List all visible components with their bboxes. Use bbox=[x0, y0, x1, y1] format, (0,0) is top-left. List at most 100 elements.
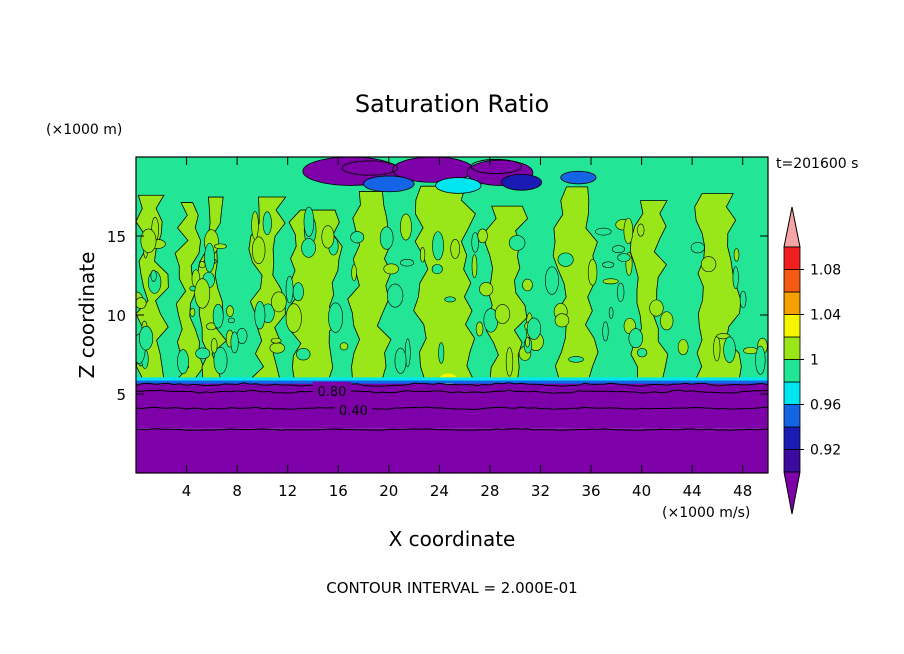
colorbar: 0.92 0.96 1 1.04 1.08 bbox=[783, 206, 841, 515]
colorbar-swatch bbox=[783, 426, 801, 450]
y-tick-label: 5 bbox=[116, 386, 126, 404]
moist-cell bbox=[351, 264, 357, 282]
x-tick-label: 4 bbox=[182, 482, 192, 500]
moist-column bbox=[694, 193, 742, 381]
moist-cell bbox=[525, 336, 530, 348]
moist-cell bbox=[230, 331, 239, 354]
moist-cell bbox=[226, 305, 234, 317]
band-deep-dry bbox=[136, 428, 768, 473]
x-tick-label: 24 bbox=[430, 482, 449, 500]
colorbar-swatch bbox=[783, 291, 801, 315]
moist-cell bbox=[660, 311, 674, 331]
moist-cell bbox=[212, 303, 224, 329]
colorbar-swatch bbox=[783, 246, 801, 270]
upper-dry-cell bbox=[363, 175, 415, 193]
moist-cell bbox=[505, 347, 514, 377]
moist-cell bbox=[296, 347, 311, 361]
moist-cell bbox=[444, 296, 456, 303]
moist-cell bbox=[204, 242, 215, 273]
moist-cell bbox=[602, 278, 619, 285]
colorbar-label: 1.08 bbox=[810, 263, 841, 279]
colorbar-over-triangle bbox=[783, 206, 801, 248]
moist-cell bbox=[270, 337, 282, 344]
colorbar-label: 1.04 bbox=[810, 308, 841, 324]
x-unit-label: (×1000 m/s) bbox=[662, 505, 750, 521]
moist-cell bbox=[292, 282, 304, 302]
moist-cell bbox=[587, 259, 598, 286]
moist-cell bbox=[419, 247, 426, 263]
moist-cell bbox=[450, 239, 461, 259]
moist-cell bbox=[649, 299, 664, 317]
contour-0.40-line bbox=[136, 406, 768, 411]
moist-cell bbox=[210, 337, 218, 354]
colorbar-swatch bbox=[783, 381, 801, 405]
moist-cell bbox=[477, 228, 488, 244]
moist-cell bbox=[544, 266, 559, 295]
moist-cell bbox=[616, 282, 625, 302]
moist-cell bbox=[136, 297, 147, 309]
contour-labels: 0.80 0.40 bbox=[312, 381, 373, 419]
moist-cell bbox=[554, 313, 570, 328]
moist-cell bbox=[339, 342, 349, 351]
moist-cell bbox=[568, 356, 584, 363]
moist-cell bbox=[269, 342, 285, 354]
colorbar-label: 0.96 bbox=[810, 398, 841, 414]
contour-line bbox=[341, 160, 399, 176]
contour-label-bg bbox=[312, 381, 351, 397]
moist-cell bbox=[400, 213, 412, 241]
x-tick-label: 20 bbox=[379, 482, 398, 500]
moist-cell bbox=[475, 321, 484, 337]
moist-column bbox=[413, 185, 476, 381]
x-tick-label: 36 bbox=[581, 482, 600, 500]
transition-strip-blue bbox=[136, 380, 768, 384]
moist-cell bbox=[636, 348, 648, 358]
x-tick-label: 12 bbox=[278, 482, 297, 500]
contour-label-bg bbox=[334, 400, 373, 416]
x-tick-label: 8 bbox=[232, 482, 242, 500]
moist-cell bbox=[383, 263, 399, 275]
moist-cell bbox=[213, 346, 228, 375]
moist-cell bbox=[471, 254, 478, 279]
moist-cell bbox=[471, 232, 479, 253]
chart-title: Saturation Ratio bbox=[355, 90, 549, 118]
contour-layer bbox=[136, 158, 768, 431]
moist-cell bbox=[189, 307, 196, 317]
moist-cell bbox=[713, 335, 721, 362]
contour-line bbox=[470, 158, 522, 175]
moist-cell bbox=[431, 264, 443, 275]
transition-strip bbox=[136, 377, 768, 383]
moist-cell bbox=[494, 304, 511, 324]
moist-cell bbox=[608, 306, 614, 319]
x-axis-ticks: 4 8 12 16 20 24 28 32 36 40 44 48 bbox=[182, 157, 752, 500]
moist-cell bbox=[623, 217, 634, 244]
moist-cell bbox=[508, 235, 526, 251]
colorbar-under-triangle bbox=[783, 471, 801, 515]
moist-cell bbox=[328, 302, 344, 333]
moist-cell bbox=[399, 259, 415, 267]
x-tick-label: 44 bbox=[683, 482, 702, 500]
moist-cell bbox=[150, 269, 157, 282]
colorbar-swatch bbox=[783, 314, 801, 338]
moist-cell bbox=[194, 278, 211, 309]
contour-label: 0.80 bbox=[317, 385, 346, 400]
y-tick-label: 10 bbox=[107, 307, 126, 325]
colorbar-label: 0.92 bbox=[810, 443, 841, 459]
moist-cell bbox=[617, 253, 631, 263]
moist-cell bbox=[732, 266, 739, 289]
y-axis-label: Z coordinate bbox=[75, 252, 99, 379]
moist-cell bbox=[271, 291, 287, 313]
moist-cell bbox=[595, 227, 612, 236]
moist-cell bbox=[379, 226, 394, 250]
moist-cell bbox=[350, 231, 365, 244]
moist-cell bbox=[285, 303, 302, 333]
y-axis-ticks: 5 10 15 bbox=[107, 228, 768, 404]
moist-cell bbox=[321, 225, 335, 249]
moist-cell bbox=[637, 223, 645, 237]
moist-cell bbox=[628, 328, 643, 349]
moist-cell bbox=[479, 281, 494, 297]
moist-cell bbox=[214, 243, 227, 249]
field-layer bbox=[136, 157, 768, 473]
moist-cell bbox=[301, 238, 316, 258]
moist-cell bbox=[251, 236, 266, 264]
